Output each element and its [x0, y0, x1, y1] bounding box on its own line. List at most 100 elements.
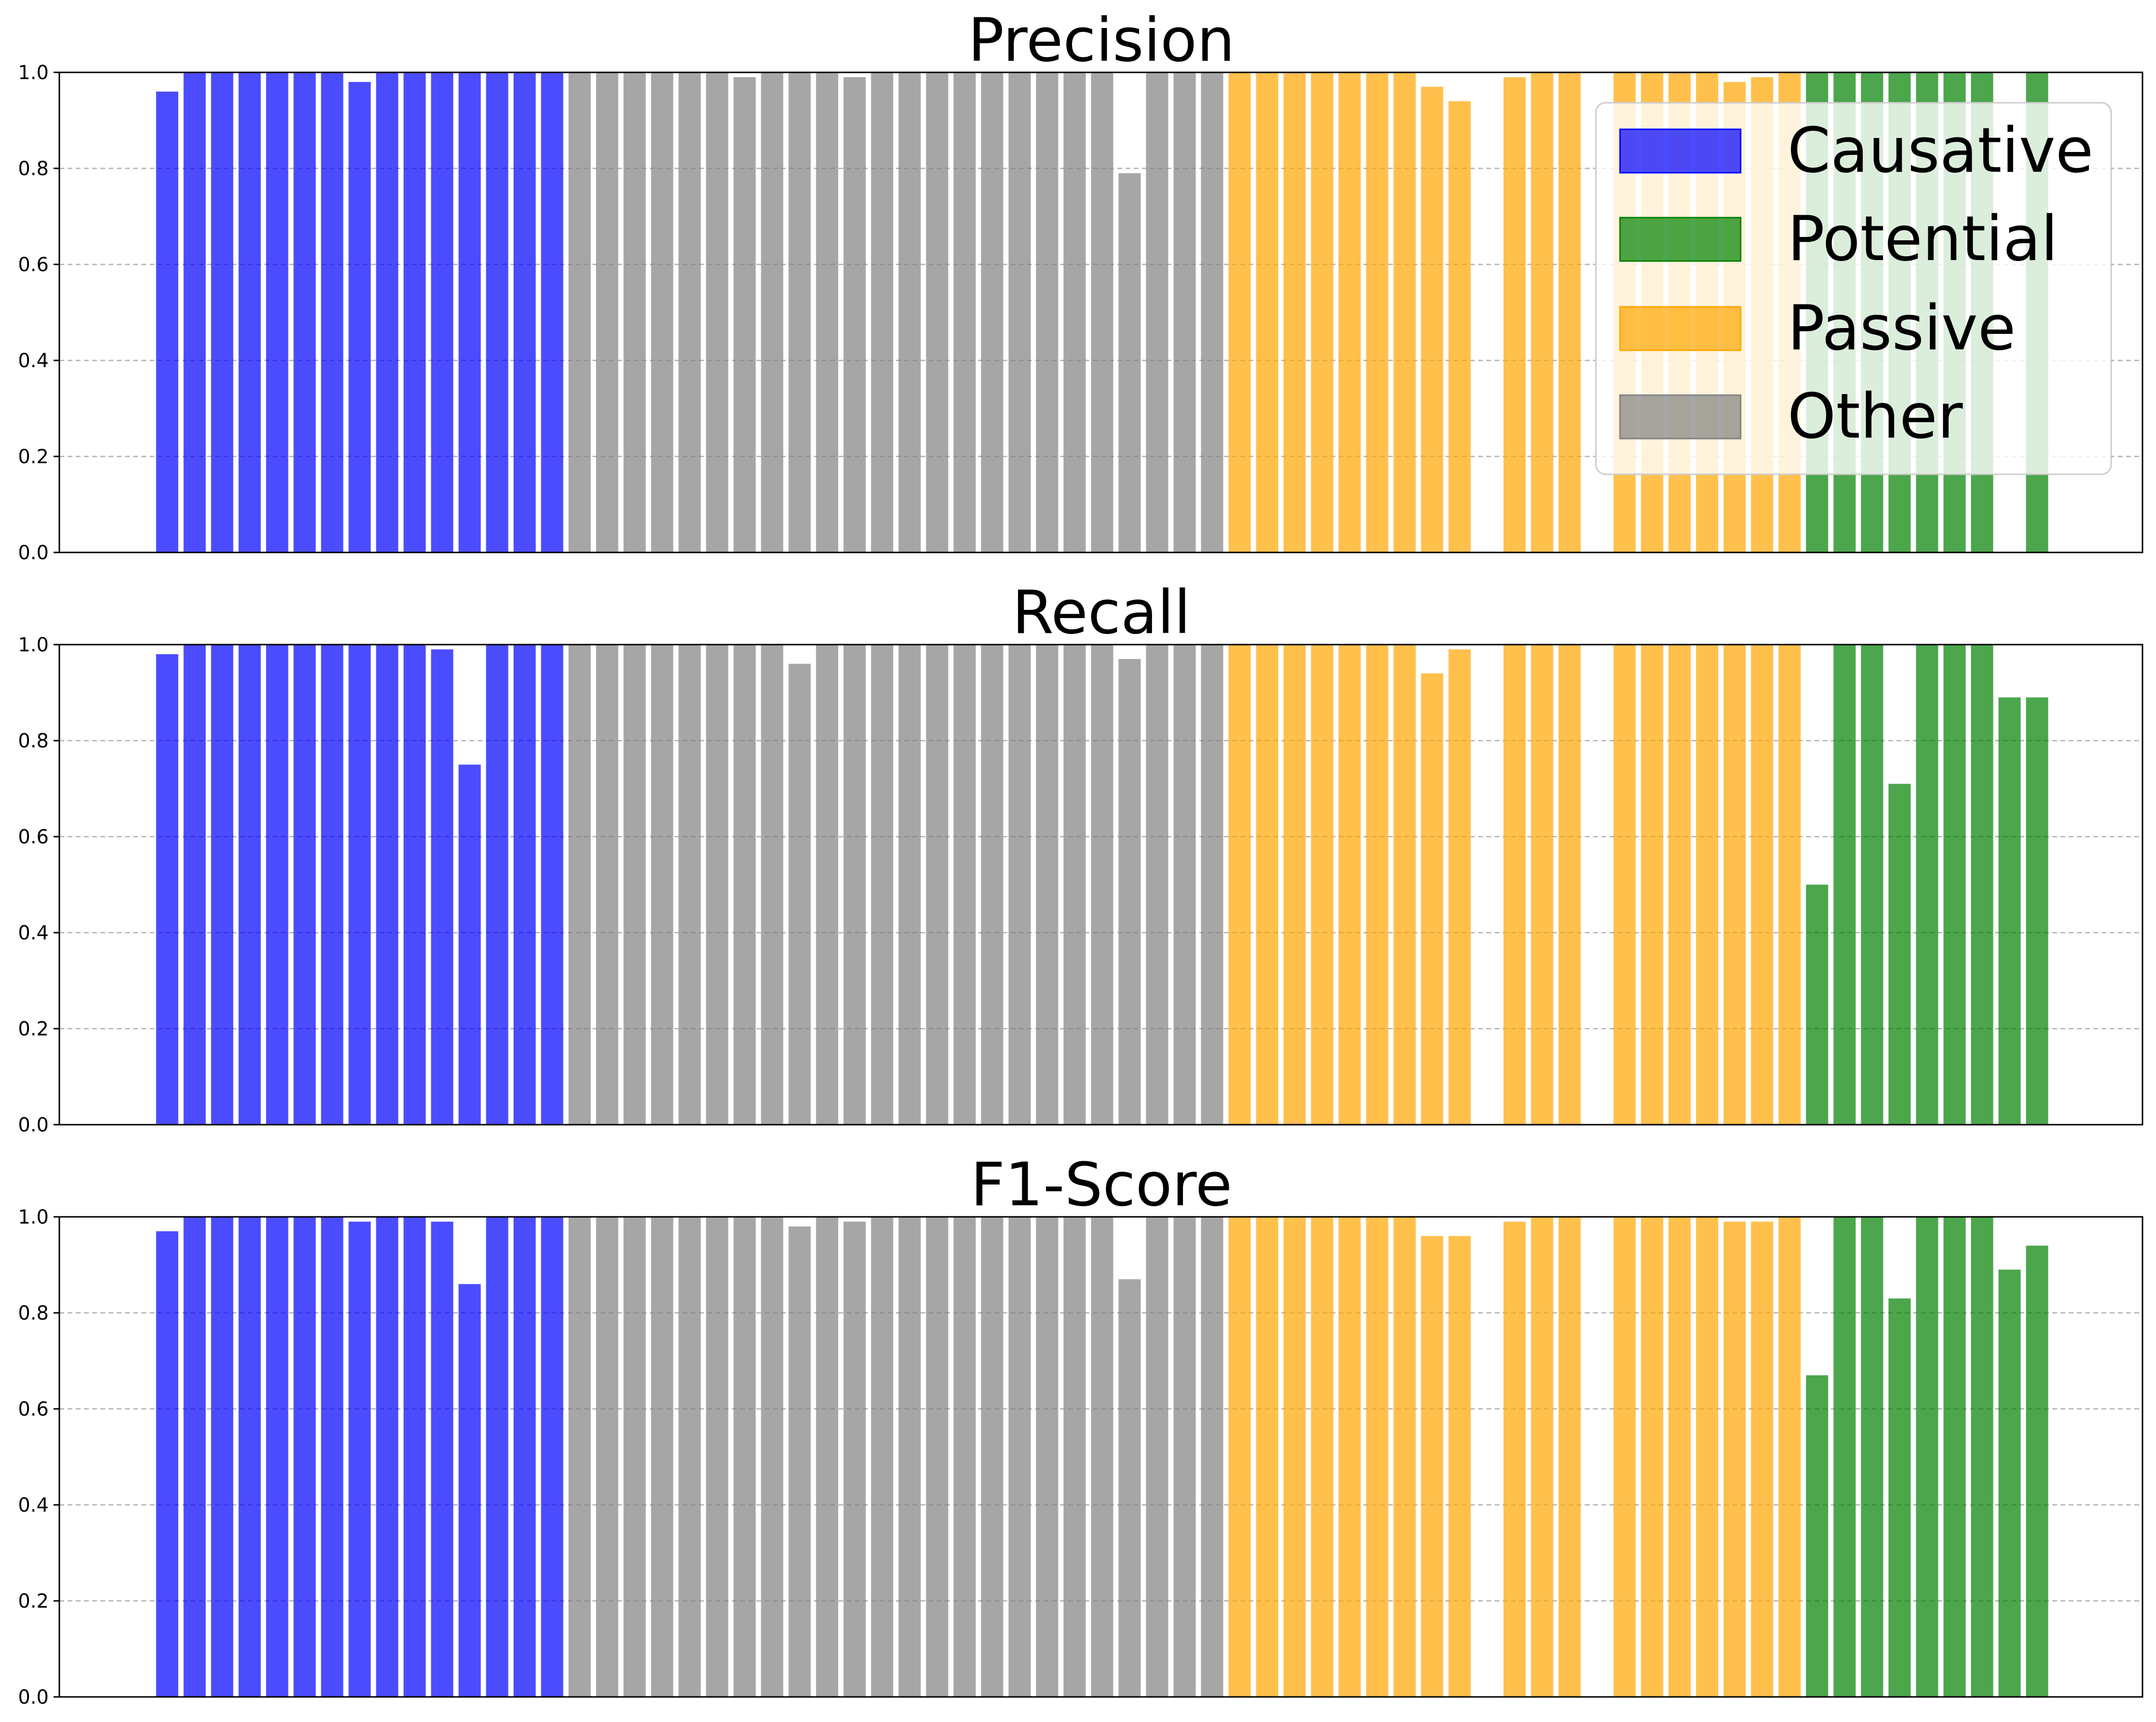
f1-score-bar-causative: [403, 1217, 426, 1697]
precision-y-tick-label: 0.0: [18, 542, 49, 564]
f1-score-bar-causative: [541, 1217, 563, 1697]
legend-label-other: Other: [1787, 381, 1963, 453]
recall-bar-causative: [266, 645, 288, 1125]
f1-score-bar-other: [816, 1217, 838, 1697]
f1-score-bar-other: [788, 1226, 811, 1697]
precision-bar-other: [706, 72, 728, 552]
f1-score-bar-other: [926, 1217, 948, 1697]
recall-bar-causative: [513, 645, 536, 1125]
f1-score-y-tick-label: 1.0: [18, 1206, 49, 1228]
precision-bar-causative: [293, 72, 316, 552]
f1-score-bar-causative: [211, 1217, 233, 1697]
f1-score-bar-potential: [1861, 1217, 1883, 1697]
f1-score-bar-causative: [513, 1217, 536, 1697]
recall-bar-causative: [376, 645, 398, 1125]
recall-bar-other: [953, 645, 976, 1125]
precision-bar-other: [733, 77, 756, 552]
recall-bar-passive: [1613, 645, 1636, 1125]
precision-bar-other: [1118, 173, 1141, 552]
f1-score-bar-passive: [1338, 1217, 1361, 1697]
recall-bar-passive: [1558, 645, 1581, 1125]
precision-bar-other: [623, 72, 646, 552]
recall-bar-passive: [1228, 645, 1251, 1125]
recall-y-tick-label: 0.8: [18, 730, 49, 752]
precision-bar-causative: [403, 72, 426, 552]
recall-bar-other: [678, 645, 701, 1125]
recall-bar-passive: [1503, 645, 1526, 1125]
legend-label-potential: Potential: [1787, 203, 2058, 275]
f1-score-bar-passive: [1366, 1217, 1388, 1697]
precision-title: Precision: [968, 6, 1235, 75]
recall-bar-other: [898, 645, 921, 1125]
recall-bar-other: [1146, 645, 1168, 1125]
f1-score-bar-other: [761, 1217, 783, 1697]
f1-score-bar-passive: [1531, 1217, 1553, 1697]
f1-score-bar-causative: [376, 1217, 398, 1697]
f1-score-bar-passive: [1283, 1217, 1306, 1697]
legend-label-passive: Passive: [1787, 292, 2016, 364]
f1-score-y-tick-label: 0.0: [18, 1686, 49, 1708]
precision-bar-causative: [458, 72, 481, 552]
f1-score-bar-passive: [1448, 1236, 1471, 1697]
precision-bar-other: [651, 72, 673, 552]
legend-swatch-other: [1619, 394, 1742, 440]
f1-score-bar-potential: [1916, 1217, 1938, 1697]
f1-score-bar-passive: [1668, 1217, 1691, 1697]
recall-bar-other: [1091, 645, 1113, 1125]
f1-score-bar-causative: [458, 1284, 481, 1697]
precision-bar-other: [568, 72, 591, 552]
f1-score-bar-other: [1036, 1217, 1058, 1697]
f1-score-y-tick-label: 0.4: [18, 1494, 49, 1516]
recall-y-tick-label: 0.0: [18, 1114, 49, 1136]
f1-score-bar-passive: [1613, 1217, 1636, 1697]
precision-bar-passive: [1311, 72, 1333, 552]
f1-score-bar-other: [953, 1217, 976, 1697]
recall-bar-potential: [1833, 645, 1856, 1125]
f1-score-bar-passive: [1751, 1221, 1773, 1697]
recall-bar-other: [816, 645, 838, 1125]
recall-bar-other: [596, 645, 618, 1125]
recall-bar-other: [706, 645, 728, 1125]
precision-bar-passive: [1256, 72, 1278, 552]
precision-y-tick-label: 0.6: [18, 254, 49, 276]
precision-y-tick-label: 0.2: [18, 446, 49, 468]
precision-bar-causative: [431, 72, 453, 552]
f1-score-bar-other: [733, 1217, 756, 1697]
f1-score-bar-causative: [238, 1217, 261, 1697]
f1-score-bar-other: [568, 1217, 591, 1697]
f1-score-bar-other: [1118, 1279, 1141, 1697]
precision-bar-other: [596, 72, 618, 552]
f1-score-bar-causative: [156, 1231, 179, 1697]
precision-bar-other: [981, 72, 1003, 552]
recall-bar-causative: [541, 645, 563, 1125]
f1-score-bar-potential: [1998, 1269, 2021, 1697]
f1-score-bar-passive: [1421, 1236, 1443, 1697]
recall-bar-causative: [431, 649, 453, 1125]
recall-bar-passive: [1531, 645, 1553, 1125]
recall-bar-causative: [211, 645, 233, 1125]
precision-bar-causative: [156, 91, 179, 553]
f1-score-bar-passive: [1723, 1221, 1746, 1697]
recall-bar-passive: [1256, 645, 1278, 1125]
legend: Causative Potential Passive Other: [1595, 102, 2112, 475]
f1-score-bar-other: [706, 1217, 728, 1697]
recall-bar-passive: [1723, 645, 1746, 1125]
f1-score-bar-potential: [1833, 1217, 1856, 1697]
f1-score-plot-frame: [58, 1216, 2143, 1698]
precision-bar-causative: [211, 72, 233, 552]
recall-bar-causative: [403, 645, 426, 1125]
recall-y-axis: 0.0 0.2 0.4 0.6 0.8 1.0: [18, 634, 59, 1136]
f1-score-y-axis: 0.0 0.2 0.4 0.6 0.8 1.0: [18, 1206, 59, 1708]
f1-score-bar-other: [1063, 1217, 1086, 1697]
f1-score-bar-other: [596, 1217, 618, 1697]
f1-score-y-tick-label: 0.8: [18, 1302, 49, 1324]
recall-bar-other: [1118, 659, 1141, 1125]
f1-score-title: F1-Score: [971, 1150, 1232, 1220]
f1-score-y-tick-label: 0.2: [18, 1590, 49, 1612]
legend-swatch-potential: [1619, 217, 1742, 262]
recall-bar-other: [623, 645, 646, 1125]
precision-bar-causative: [486, 72, 508, 552]
f1-score-bar-causative: [183, 1217, 206, 1697]
precision-bar-other: [1201, 72, 1223, 552]
